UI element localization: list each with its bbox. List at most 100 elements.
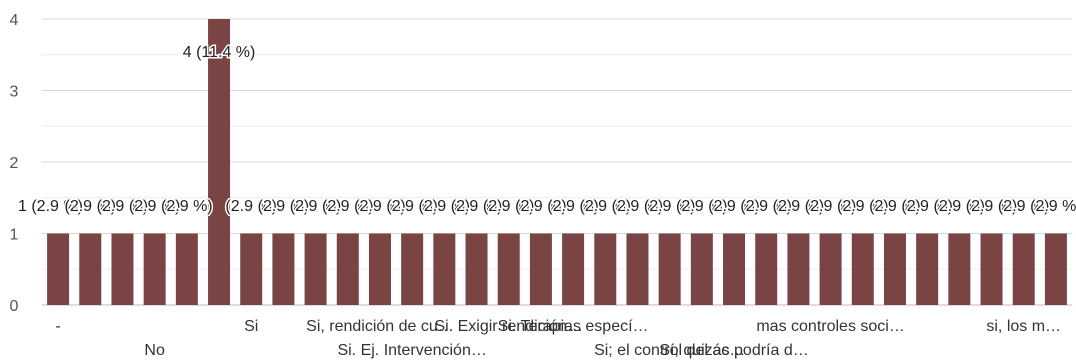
- x-category-label: mas controles soci…: [756, 318, 905, 335]
- data-label-halo: (2.9 %): [547, 198, 599, 215]
- bar[interactable]: [883, 233, 906, 306]
- data-label: (2.9 %): [966, 198, 1018, 215]
- data-label-halo: (2.9 %): [901, 198, 953, 215]
- bar[interactable]: [626, 233, 649, 306]
- bar[interactable]: [465, 233, 488, 306]
- bar[interactable]: [433, 233, 456, 306]
- data-label: (2.9 %): [1030, 198, 1076, 215]
- data-label-halo: (2.9 %): [483, 198, 535, 215]
- data-label-halo: (2.9 %): [773, 198, 825, 215]
- data-label: (2.9 %): [740, 198, 792, 215]
- data-label: (2.9 %): [161, 198, 213, 215]
- x-axis-labels: - No Si Si, rendición de cu… Si. Ej. Interve…: [55, 318, 1061, 359]
- bar[interactable]: [175, 233, 198, 306]
- x-category-label: Si. Terapias especí…: [498, 318, 649, 335]
- data-label: (2.9 %): [419, 198, 471, 215]
- data-label-halo: (2.9 %): [934, 198, 986, 215]
- data-label: (2.9 %): [386, 198, 438, 215]
- data-label: (2.9 %): [869, 198, 921, 215]
- y-tick-label: 4: [10, 12, 19, 29]
- data-label-halo: (2.9 %): [740, 198, 792, 215]
- data-label-halo: (2.9 %): [64, 198, 116, 215]
- data-label-halo: (2.9 %): [966, 198, 1018, 215]
- data-label: (2.9 %): [805, 198, 857, 215]
- data-label-halo: (2.9 %): [290, 198, 342, 215]
- data-label: (2.9 %): [773, 198, 825, 215]
- bar[interactable]: [497, 233, 520, 306]
- bar[interactable]: [143, 233, 166, 306]
- data-label-halo: (2.9 %): [225, 198, 277, 215]
- bar[interactable]: [368, 233, 391, 306]
- data-labels: 1 (2.9 %)1 (2.9 %)(2.9 %)(2.9 %)(2.9 %)(…: [17, 43, 1076, 217]
- data-label-halo: (2.9 %): [515, 198, 567, 215]
- x-category-label: si, los m…: [986, 318, 1061, 335]
- bar[interactable]: [208, 19, 231, 305]
- data-label-halo: (2.9 %): [419, 198, 471, 215]
- data-label: 4 (11.4 %): [183, 44, 256, 61]
- data-label-halo: (2.9 %): [708, 198, 760, 215]
- x-category-label: No: [144, 342, 165, 359]
- data-label-halo: (2.9 %): [676, 198, 728, 215]
- data-label-halo: (2.9 %): [1030, 198, 1076, 215]
- bar[interactable]: [79, 233, 102, 306]
- data-label: (2.9 %): [901, 198, 953, 215]
- y-tick-label: 2: [10, 155, 19, 172]
- bar[interactable]: [1012, 233, 1035, 306]
- data-label: (2.9 %): [837, 198, 889, 215]
- bar[interactable]: [401, 233, 424, 306]
- bar[interactable]: [980, 233, 1003, 306]
- x-category-label: Si: [244, 318, 258, 335]
- data-label: (2.9 %): [708, 198, 760, 215]
- bar[interactable]: [787, 233, 810, 306]
- bar[interactable]: [723, 233, 746, 306]
- bar[interactable]: [658, 233, 681, 306]
- bar[interactable]: [916, 233, 939, 306]
- bar[interactable]: [529, 233, 552, 306]
- data-label: (2.9 %): [644, 198, 696, 215]
- data-label: (2.9 %): [547, 198, 599, 215]
- bar[interactable]: [240, 233, 263, 306]
- data-label-halo: (2.9 %): [579, 198, 631, 215]
- data-label-halo: (2.9 %): [129, 198, 181, 215]
- data-label: (2.9 %): [451, 198, 503, 215]
- data-label-halo: (2.9 %): [837, 198, 889, 215]
- data-label-halo: (2.9 %): [805, 198, 857, 215]
- bar[interactable]: [562, 233, 585, 306]
- data-label: (2.9 %): [612, 198, 664, 215]
- x-category-label: Si, rendición de cu…: [306, 318, 454, 335]
- x-category-label: Si; el control del ac…: [594, 342, 745, 359]
- data-label: (2.9 %): [676, 198, 728, 215]
- bar[interactable]: [336, 233, 359, 306]
- x-category-label: Sí, quizás podría d…: [659, 342, 808, 359]
- data-label-halo: (2.9 %): [612, 198, 664, 215]
- bar[interactable]: [948, 233, 971, 306]
- data-label-halo: (2.9 %): [869, 198, 921, 215]
- bar[interactable]: [755, 233, 778, 306]
- data-label: (2.9 %): [579, 198, 631, 215]
- data-label: (2.9 %): [515, 198, 567, 215]
- bar[interactable]: [690, 233, 713, 306]
- data-label: (2.9 %): [290, 198, 342, 215]
- bar[interactable]: [304, 233, 327, 306]
- data-label: (2.9 %): [129, 198, 181, 215]
- data-label-halo: (2.9 %): [161, 198, 213, 215]
- y-tick-label: 1: [10, 227, 19, 244]
- data-label: (2.9 %): [354, 198, 406, 215]
- bar[interactable]: [1044, 233, 1067, 306]
- bar[interactable]: [819, 233, 842, 306]
- data-label-halo: 4 (11.4 %): [183, 44, 256, 61]
- bar[interactable]: [111, 233, 134, 306]
- data-label-halo: (2.9 %): [386, 198, 438, 215]
- data-label: (2.9 %): [97, 198, 149, 215]
- data-label-halo: (2.9 %): [644, 198, 696, 215]
- y-tick-label: 3: [10, 84, 19, 101]
- bar[interactable]: [272, 233, 295, 306]
- bar[interactable]: [851, 233, 874, 306]
- x-category-label: -: [55, 318, 60, 335]
- bar[interactable]: [47, 233, 70, 306]
- data-label: (2.9 %): [322, 198, 374, 215]
- x-category-label: Si. Ej. Intervención…: [337, 342, 486, 359]
- bar[interactable]: [594, 233, 617, 306]
- data-label-halo: (2.9 %): [451, 198, 503, 215]
- data-label: (2.9 %): [64, 198, 116, 215]
